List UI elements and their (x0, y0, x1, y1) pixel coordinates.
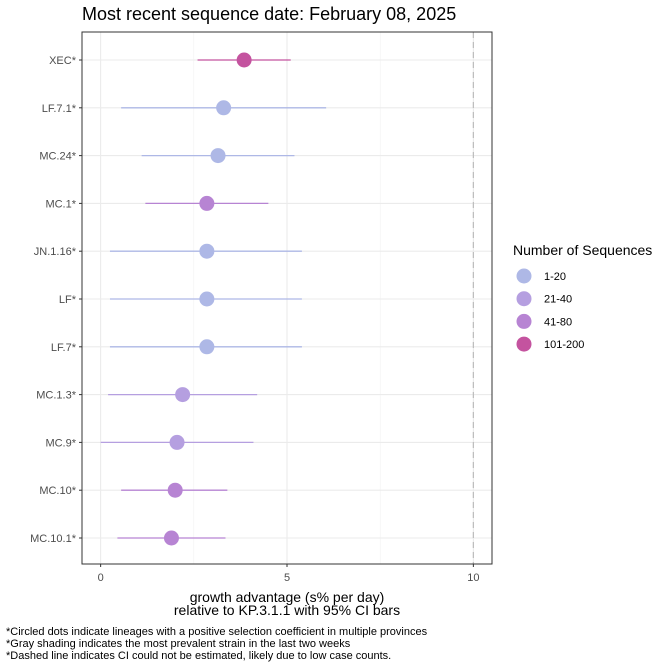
y-tick-label: MC.1.3* (36, 390, 76, 402)
point-marker (199, 291, 215, 307)
x-tick-label: 5 (284, 572, 290, 584)
footnote-3: *Dashed line indicates CI could not be e… (6, 650, 391, 662)
footnote-2: *Gray shading indicates the most prevale… (6, 638, 351, 650)
legend-swatch (516, 313, 532, 329)
x-axis-title-line1: growth advantage (s% per day) (190, 589, 385, 605)
y-tick-label: LF.7.1* (42, 103, 77, 115)
footnote-1: *Circled dots indicate lineages with a p… (6, 626, 428, 638)
legend-title: Number of Sequences (513, 242, 652, 258)
legend-label: 1-20 (544, 271, 566, 283)
point-marker (163, 530, 179, 546)
x-tick-label: 10 (467, 572, 479, 584)
point-marker (167, 482, 183, 498)
legend-swatch (516, 336, 532, 352)
point-marker (236, 52, 252, 68)
point-marker (216, 100, 232, 116)
y-tick-label: MC.9* (45, 437, 76, 449)
legend-swatch (516, 268, 532, 284)
legend-label: 41-80 (544, 316, 572, 328)
legend-label: 101-200 (544, 339, 584, 351)
point-marker (175, 387, 191, 403)
y-tick-label: MC.1* (45, 198, 76, 210)
x-tick-label: 0 (98, 572, 104, 584)
y-tick-label: LF.7* (51, 342, 77, 354)
legend: Number of Sequences 1-20 21-40 41-80 101-200 (513, 242, 652, 352)
y-tick-label: LF* (59, 294, 77, 306)
legend-swatch (516, 291, 532, 307)
y-tick-label: MC.24* (39, 151, 76, 163)
plot-area: XEC* LF.7.1* MC.24* MC.1* JN.1.16* LF* LF.7* MC… (30, 31, 493, 584)
chart-title: Most recent sequence date: February 08, … (82, 4, 456, 24)
point-marker (169, 434, 185, 450)
legend-label: 21-40 (544, 294, 572, 306)
point-marker (210, 148, 226, 164)
y-tick-label: MC.10* (39, 485, 76, 497)
point-marker (199, 339, 215, 355)
point-marker (199, 243, 215, 259)
y-tick-label: XEC* (49, 55, 77, 67)
y-tick-label: JN.1.16* (34, 246, 77, 258)
y-tick-label: MC.10.1* (30, 533, 77, 545)
x-axis-title-line2: relative to KP.3.1.1 with 95% CI bars (174, 602, 400, 618)
point-marker (199, 195, 215, 211)
